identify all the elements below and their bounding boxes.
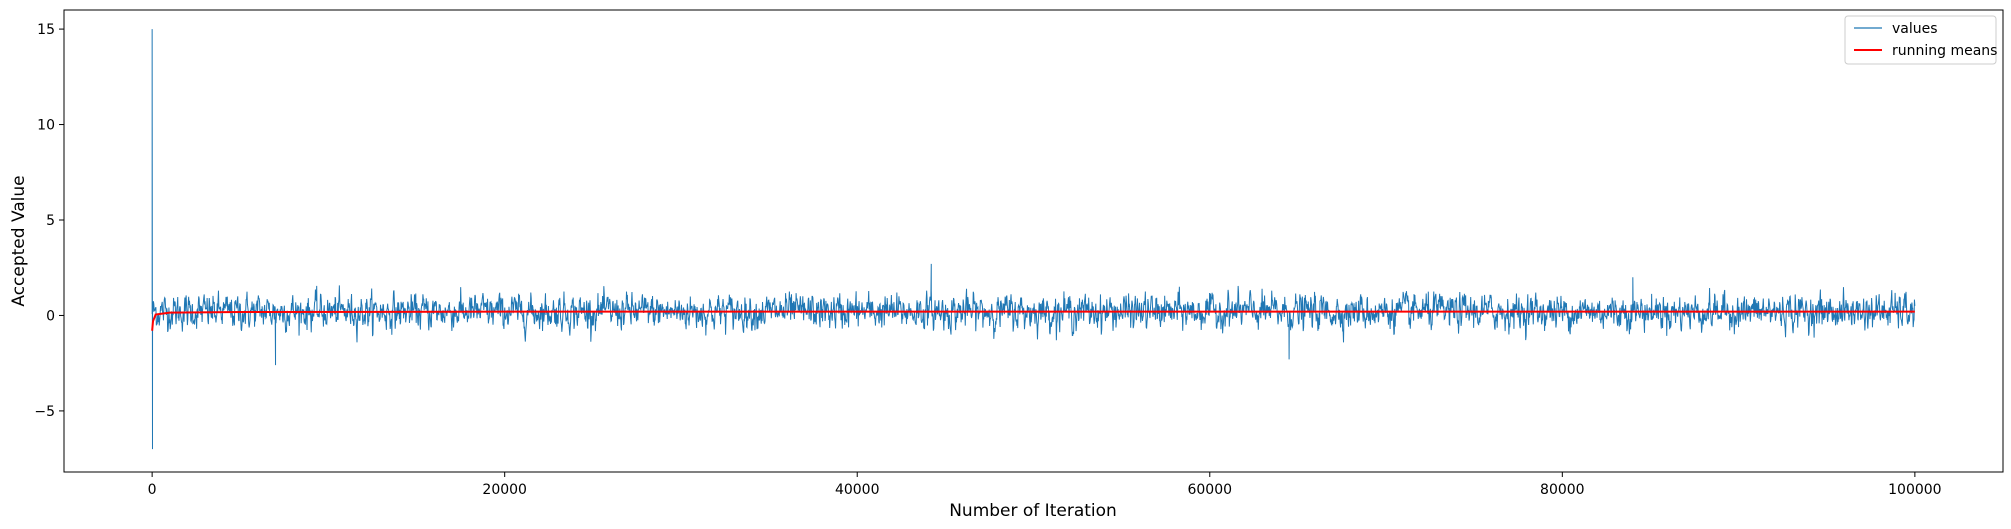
x-tick-label: 20000 [482, 482, 527, 498]
axes-frame [63, 9, 2004, 473]
x-tick-label: 60000 [1187, 482, 1232, 498]
plot-area [64, 10, 2003, 472]
y-axis-label: Accepted Value [9, 175, 29, 306]
legend-box [1844, 15, 1997, 65]
x-tick-label: 80000 [1540, 482, 1585, 498]
y-tick-label: 0 [46, 308, 55, 324]
x-tick-label: 40000 [835, 482, 880, 498]
y-tick-label: 10 [37, 118, 55, 134]
legend-label-running-means: running means [1892, 43, 1997, 59]
y-tick-label: 5 [46, 213, 55, 229]
series-running-means-line [151, 310, 1915, 331]
legend-label-values: values [1892, 21, 1938, 37]
x-tick-label: 0 [148, 482, 157, 498]
y-tick-label: −5 [34, 404, 55, 420]
x-tick-label: 100000 [1888, 482, 1941, 498]
legend: values running means [1844, 15, 1997, 65]
series-values-line [151, 29, 1916, 450]
x-axis-label: Number of Iteration [949, 501, 1117, 521]
y-tick-label: 15 [37, 22, 55, 38]
